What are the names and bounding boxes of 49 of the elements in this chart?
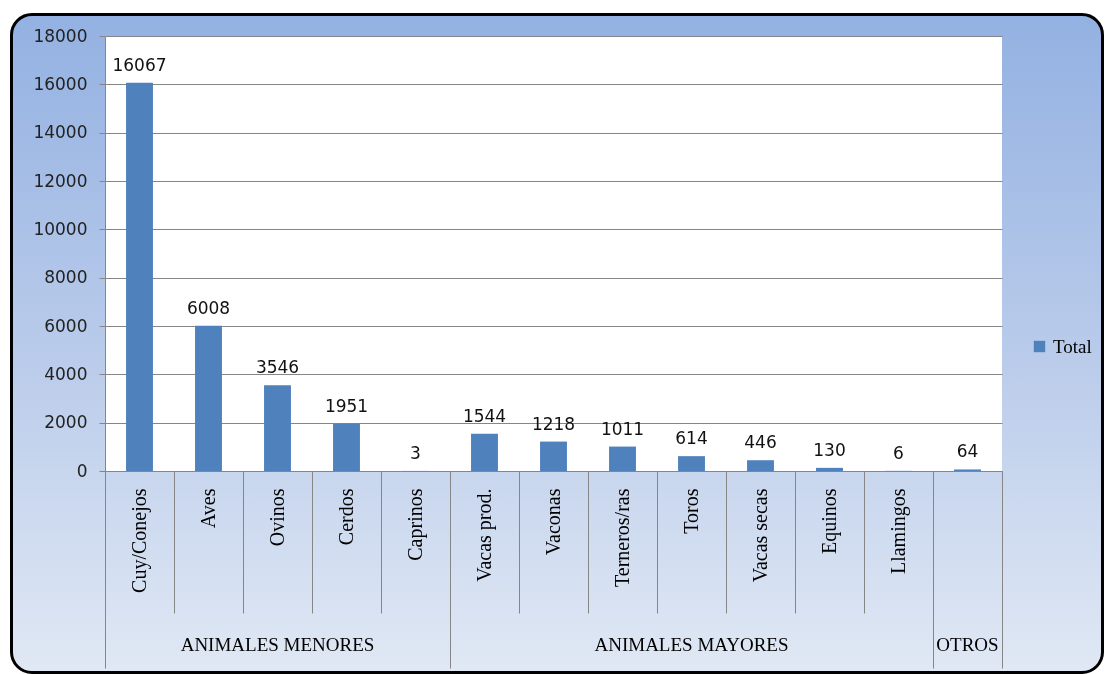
y-tick-label: 10000 bbox=[33, 218, 88, 239]
bar bbox=[747, 460, 774, 471]
legend-label: Total bbox=[1053, 335, 1092, 357]
text: ANIMALES MAYORES bbox=[594, 634, 789, 655]
data-label: 3 bbox=[410, 442, 421, 463]
data-label: 6 bbox=[893, 442, 904, 463]
bar bbox=[471, 433, 498, 471]
bar bbox=[678, 456, 705, 471]
x-tick-label: Terneros/ras bbox=[611, 488, 633, 588]
bar bbox=[609, 446, 636, 471]
bar bbox=[195, 325, 222, 471]
data-label: 614 bbox=[675, 428, 708, 449]
x-tick-label: Vacas prod. bbox=[473, 488, 496, 582]
y-tick-label: 18000 bbox=[33, 25, 88, 46]
y-tick-label: 14000 bbox=[33, 122, 88, 143]
x-tick-label: Caprinos bbox=[404, 488, 427, 561]
data-label: 1011 bbox=[600, 418, 645, 439]
x-tick-label: Llamingos bbox=[887, 488, 910, 575]
data-label: 446 bbox=[744, 432, 777, 453]
y-tick-label: 8000 bbox=[44, 267, 88, 288]
bar bbox=[264, 385, 291, 471]
y-tick-label: 0 bbox=[76, 460, 88, 481]
x-tick-label: Cuy/Conejos bbox=[128, 488, 151, 593]
data-label: 3546 bbox=[255, 357, 300, 378]
bar bbox=[540, 441, 567, 471]
y-tick-label: 16000 bbox=[33, 73, 88, 94]
y-tick-label: 2000 bbox=[44, 412, 88, 433]
x-tick-label: Equinos bbox=[818, 488, 841, 555]
bar bbox=[333, 423, 360, 471]
text: ANIMALES MENORES bbox=[180, 634, 375, 655]
data-label: 16067 bbox=[112, 54, 167, 75]
x-tick-label: Toros bbox=[680, 488, 702, 534]
bar bbox=[126, 82, 153, 471]
x-tick-label: Cerdos bbox=[335, 488, 357, 546]
x-tick-label: Vaconas bbox=[542, 488, 564, 556]
data-label: 1218 bbox=[531, 413, 576, 434]
bar bbox=[816, 467, 843, 471]
text: OTROS bbox=[936, 634, 999, 655]
data-label: 130 bbox=[813, 439, 846, 460]
data-label: 6008 bbox=[186, 297, 231, 318]
y-tick-label: 4000 bbox=[44, 363, 88, 384]
y-tick-label: 12000 bbox=[33, 170, 88, 191]
data-label: 64 bbox=[956, 441, 979, 462]
x-tick-label: Ovinos bbox=[266, 488, 288, 547]
x-tick-label: Aves bbox=[197, 488, 219, 529]
y-tick-label: 6000 bbox=[44, 315, 88, 336]
data-label: 1951 bbox=[324, 395, 369, 416]
x-tick-label: Vacas secas bbox=[749, 488, 771, 583]
data-label: 1544 bbox=[462, 405, 507, 426]
